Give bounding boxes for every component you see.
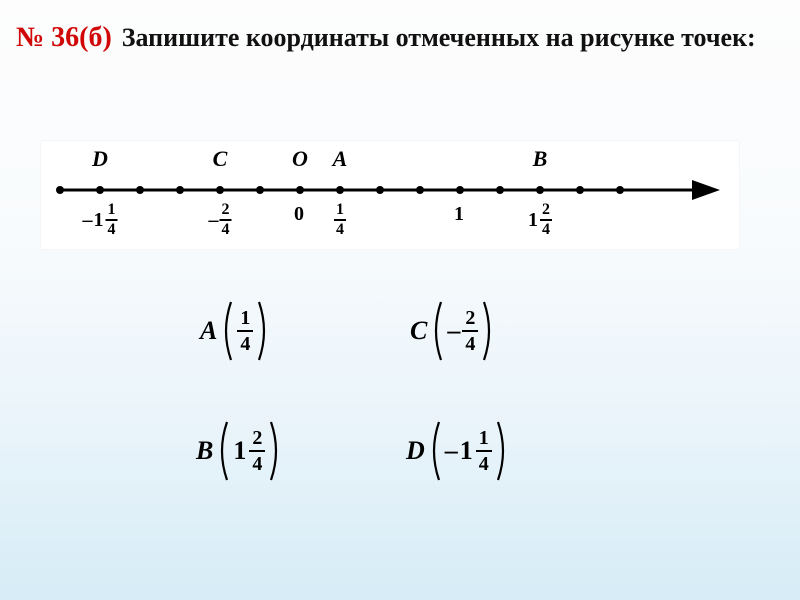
point-letter-A: A (333, 146, 348, 172)
tick-label: 1 (454, 202, 466, 226)
answer-D: D–114 (406, 420, 510, 482)
number-line (40, 140, 740, 250)
number-line-card: D C OA B –114 –24 0 14 1 124 (40, 140, 740, 250)
problem-number: № 36(б) (16, 22, 112, 54)
answer-C: C–24 (410, 300, 496, 362)
answer-B: B124 (196, 420, 283, 482)
point-letter-C: C (213, 146, 228, 172)
point-letter-B: B (533, 146, 548, 172)
tick-label: 14 (334, 202, 346, 238)
point-letter-O: O (292, 146, 308, 172)
instruction-text: Запишите координаты отмеченных на рисунк… (122, 22, 756, 55)
tick-label: –114 (83, 202, 118, 238)
tick-label: 0 (294, 202, 306, 226)
tick-label: 124 (528, 202, 552, 238)
answer-A: A14 (200, 300, 271, 362)
point-letter-D: D (92, 146, 108, 172)
tick-label: –24 (209, 202, 232, 238)
title-row: № 36(б) Запишите координаты отмеченных н… (16, 22, 780, 55)
